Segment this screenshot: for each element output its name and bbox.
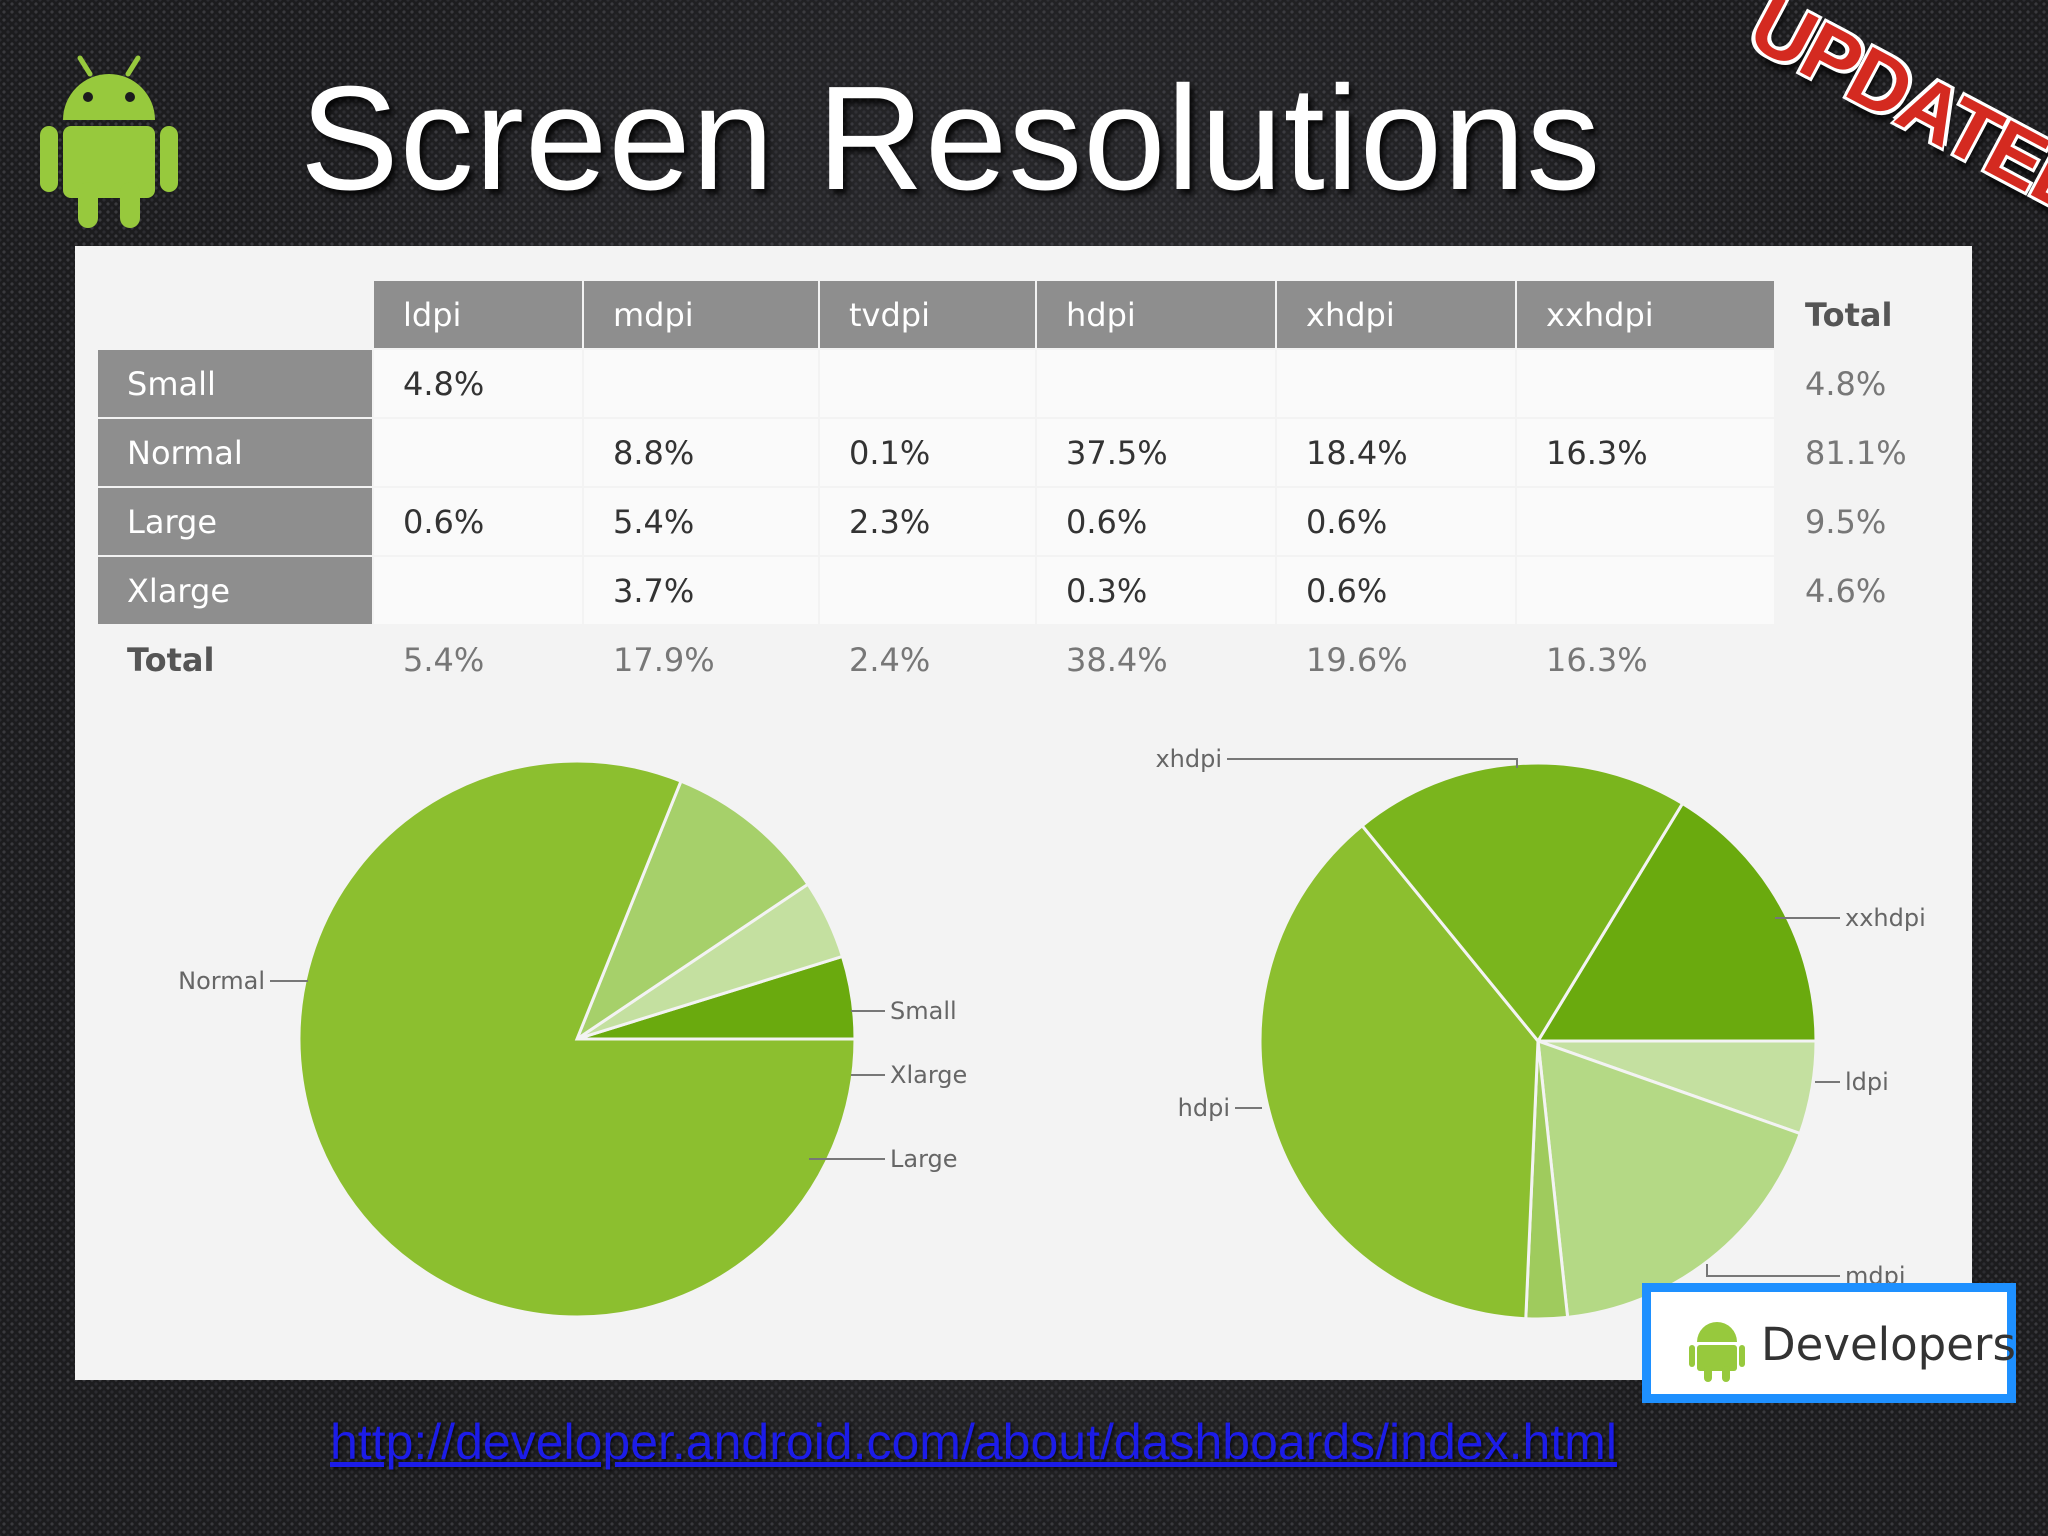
row-total: 4.8% [1805, 364, 1887, 403]
table-cell [1517, 557, 1774, 624]
row-header: Large [98, 488, 372, 555]
table-cell: 37.5% [1037, 419, 1275, 486]
table-cell: 0.3% [1037, 557, 1275, 624]
column-total: 5.4% [403, 640, 485, 679]
table-row: Small 4.8% 4.8% [98, 350, 1935, 417]
pie-label-xxhdpi: xxhdpi [1845, 904, 1926, 932]
pie-label-hdpi: hdpi [1178, 1094, 1230, 1122]
table-cell: 0.6% [1277, 488, 1515, 555]
dashboard-panel: ldpi mdpi tvdpi hdpi xhdpi xxhdpi Total … [75, 246, 1972, 1380]
table-cell: 0.6% [1037, 488, 1275, 555]
column-total: 2.4% [849, 640, 931, 679]
table-cell [820, 350, 1035, 417]
row-total: 4.6% [1805, 571, 1887, 610]
pie-slice-large [573, 779, 810, 1043]
row-header: Small [98, 350, 372, 417]
pie-slice-mdpi [1536, 1038, 1803, 1320]
row-total: 81.1% [1805, 433, 1907, 472]
table-cell: 2.3% [820, 488, 1035, 555]
col-header: tvdpi [820, 281, 1035, 348]
col-header: ldpi [374, 281, 582, 348]
column-total: 17.9% [613, 640, 715, 679]
android-logo-icon [40, 55, 178, 228]
col-header: xxhdpi [1517, 281, 1774, 348]
column-total: 38.4% [1066, 640, 1168, 679]
table-header-row: ldpi mdpi tvdpi hdpi xhdpi xxhdpi Total [98, 281, 1935, 348]
updated-stamp: UPDATED [1735, 0, 2048, 236]
developers-label: Developers [1761, 1318, 2016, 1371]
pie-slice-xxhdpi [1535, 801, 1818, 1043]
column-total: 16.3% [1546, 640, 1648, 679]
table-cell: 3.7% [584, 557, 818, 624]
pie-label-small: Small [890, 997, 957, 1025]
table-cell [374, 557, 582, 624]
table-row: Xlarge 3.7% 0.3% 0.6% 4.6% [98, 557, 1935, 624]
totals-row: Total 5.4% 17.9% 2.4% 38.4% 19.6% 16.3% [98, 626, 1935, 693]
table-cell: 8.8% [584, 419, 818, 486]
pie-slice-xhdpi [1360, 761, 1685, 1044]
pie-slice-hdpi [1258, 823, 1540, 1321]
pie-charts: NormalSmallXlargeLargexhdpixxhdpildpimdp… [178, 745, 1926, 1321]
slide-title: Screen Resolutions [300, 56, 1602, 221]
leader-line [1706, 1264, 1840, 1277]
pie-label-xhdpi: xhdpi [1155, 745, 1222, 773]
dashboard-link[interactable]: http://developer.android.com/about/dashb… [330, 1414, 1617, 1470]
leader-line [1227, 758, 1518, 768]
table-cell: 5.4% [584, 488, 818, 555]
row-total: 9.5% [1805, 502, 1887, 541]
table-cell [1277, 350, 1515, 417]
table-row: Large 0.6% 5.4% 2.3% 0.6% 0.6% 9.5% [98, 488, 1935, 555]
col-header: hdpi [1037, 281, 1275, 348]
pie-label-xlarge: Xlarge [890, 1061, 967, 1089]
table-row: Normal 8.8% 0.1% 37.5% 18.4% 16.3% 81.1% [98, 419, 1935, 486]
column-total: 19.6% [1306, 640, 1408, 679]
col-header: mdpi [584, 281, 818, 348]
col-header: xhdpi [1277, 281, 1515, 348]
table-cell: 0.6% [374, 488, 582, 555]
pie-chart-screen-size: Normal Small Xlarge Large [178, 759, 967, 1319]
pie-label-large: Large [890, 1145, 958, 1173]
table-cell [1037, 350, 1275, 417]
table-cell: 18.4% [1277, 419, 1515, 486]
total-col-header: Total [1805, 295, 1893, 334]
table-cell: 4.8% [374, 350, 582, 417]
table-cell [584, 350, 818, 417]
developers-badge: Developers [1642, 1283, 2016, 1403]
table-cell: 0.6% [1277, 557, 1515, 624]
pie-label-ldpi: ldpi [1845, 1068, 1889, 1096]
pie-label-normal: Normal [178, 967, 265, 995]
table-cell [1517, 350, 1774, 417]
table-cell: 16.3% [1517, 419, 1774, 486]
table-cell: 0.1% [820, 419, 1035, 486]
table-cell [374, 419, 582, 486]
resolution-table: ldpi mdpi tvdpi hdpi xhdpi xxhdpi Total … [96, 279, 1937, 695]
table-cell [820, 557, 1035, 624]
row-header: Normal [98, 419, 372, 486]
row-header: Xlarge [98, 557, 372, 624]
pie-slice-normal [297, 759, 857, 1319]
android-small-icon [1689, 1322, 1745, 1382]
totals-row-label: Total [127, 640, 215, 679]
table-cell [1517, 488, 1774, 555]
